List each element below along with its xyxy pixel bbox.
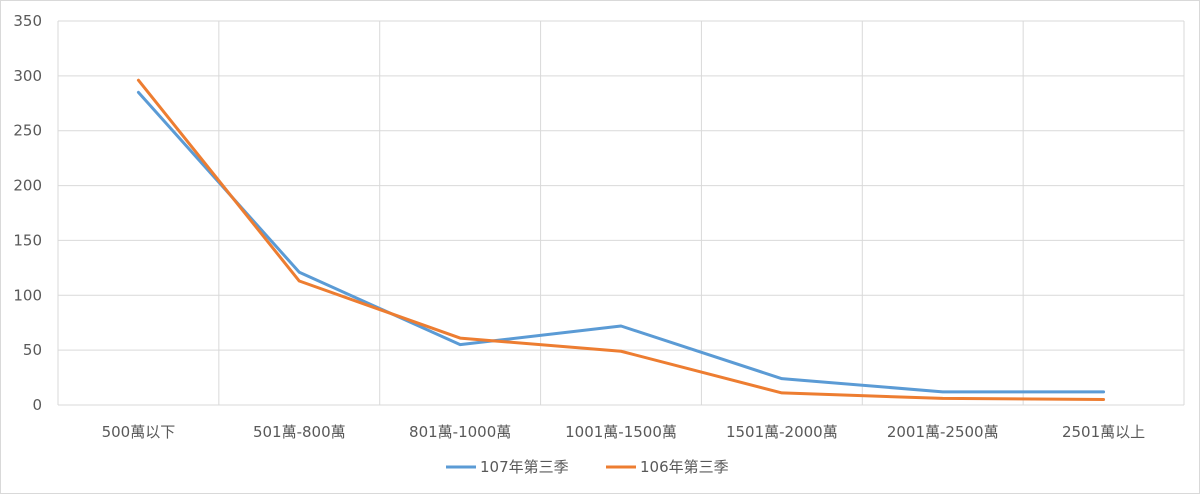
x-tick-label: 1001萬-1500萬 — [565, 423, 677, 441]
gridlines — [57, 20, 1185, 406]
x-tick-label: 801萬-1000萬 — [409, 423, 511, 441]
legend-label: 107年第三季 — [480, 458, 569, 476]
y-tick-label: 350 — [13, 12, 42, 30]
x-tick-label: 1501萬-2000萬 — [726, 423, 838, 441]
x-tick-label: 2501萬以上 — [1062, 423, 1145, 441]
x-tick-label: 2001萬-2500萬 — [887, 423, 999, 441]
y-tick-label: 150 — [13, 231, 42, 249]
y-tick-label: 200 — [13, 177, 42, 195]
y-tick-label: 250 — [13, 122, 42, 140]
series-lines — [136, 78, 1106, 402]
x-tick-label: 501萬-800萬 — [253, 423, 346, 441]
x-tick-label: 500萬以下 — [102, 423, 176, 441]
y-tick-label: 0 — [32, 396, 42, 414]
y-tick-label: 300 — [13, 67, 42, 85]
axes: 0 50 100 150 200 250 300 350 500萬以下 501萬-800萬 801萬… — [13, 12, 1145, 441]
legend-label: 106年第三季 — [640, 458, 729, 476]
series-line-1 — [136, 90, 1106, 394]
y-tick-label: 100 — [13, 286, 42, 304]
legend: 107年第三季 106年第三季 — [446, 458, 729, 476]
series-line-2 — [136, 78, 1106, 402]
y-tick-label: 50 — [23, 341, 42, 359]
